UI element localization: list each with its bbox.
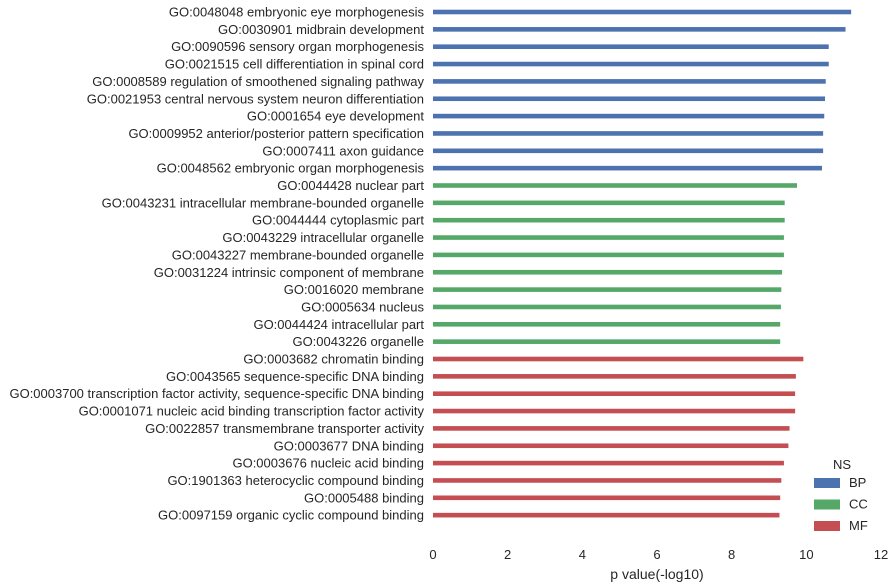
bar-mf: [433, 478, 782, 483]
bar-mf: [433, 512, 780, 518]
bar-bp: [433, 96, 825, 102]
category-label: GO:0003682 chromatin binding: [243, 352, 424, 367]
bar-bp: [433, 165, 823, 171]
category-label: GO:0043227 membrane-bounded organelle: [172, 247, 424, 262]
category-label: GO:0022857 transmembrane transporter act…: [145, 421, 424, 436]
bar-bp: [433, 131, 824, 136]
x-tick-label: 0: [429, 547, 436, 562]
bar-mf: [433, 391, 796, 396]
category-label: GO:0097159 organic cyclic compound bindi…: [158, 508, 424, 523]
category-label: GO:0043226 organelle: [292, 334, 424, 349]
x-axis-title: p value(-log10): [610, 566, 703, 582]
legend-label-mf: MF: [849, 518, 868, 533]
x-axis: 0 2 4 6 8 10 12: [429, 547, 888, 562]
bar-mf: [433, 443, 789, 449]
category-label: GO:0044428 nuclear part: [277, 178, 424, 193]
category-label: GO:0044444 cytoplasmic part: [252, 213, 424, 228]
category-label: GO:0016020 membrane: [284, 282, 424, 297]
legend-swatch-mf: [814, 521, 840, 531]
category-label: GO:0043229 intracellular organelle: [222, 230, 424, 245]
legend-swatch-bp: [814, 478, 840, 488]
bar-cc: [433, 252, 784, 258]
bar-cc: [433, 339, 781, 344]
x-tick-label: 12: [874, 547, 888, 562]
category-label: GO:0003676 nucleic acid binding: [232, 456, 424, 471]
category-label: GO:0005488 binding: [304, 490, 424, 505]
category-label: GO:0043565 sequence-specific DNA binding: [166, 369, 424, 384]
category-label: GO:0044424 intracellular part: [253, 317, 424, 332]
bar-bp: [433, 27, 846, 32]
x-tick-label: 6: [653, 547, 660, 562]
legend: NS BP CC MF: [814, 457, 868, 533]
bar-mf: [433, 495, 781, 501]
category-label: GO:0009952 anterior/posterior pattern sp…: [128, 126, 424, 141]
legend-label-cc: CC: [849, 497, 868, 512]
bar-mf: [433, 356, 804, 362]
category-label: GO:0090596 sensory organ morphogenesis: [171, 39, 424, 54]
bar-cc: [433, 304, 781, 310]
category-label: GO:0003677 DNA binding: [274, 438, 424, 453]
x-tick-label: 10: [799, 547, 813, 562]
bar-cc: [433, 217, 785, 223]
category-label: GO:0021515 cell differentiation in spina…: [165, 57, 424, 72]
bar-bp: [433, 148, 824, 154]
bar-bp: [433, 44, 829, 49]
category-label: GO:0030901 midbrain development: [218, 22, 424, 37]
bar-cc: [433, 322, 781, 327]
bar-bp: [433, 113, 825, 119]
x-tick-label: 2: [504, 547, 511, 562]
bar-cc: [433, 287, 782, 292]
bar-mf: [433, 426, 790, 431]
x-tick-label: 8: [728, 547, 735, 562]
bar-mf: [433, 374, 796, 379]
category-label: GO:0031224 intrinsic component of membra…: [154, 265, 424, 280]
bar-bp: [433, 61, 829, 67]
legend-label-bp: BP: [849, 475, 866, 490]
bar-bp: [433, 9, 852, 15]
bar-mf: [433, 408, 796, 414]
category-label: GO:0001654 eye development: [247, 109, 424, 124]
category-label: GO:0003700 transcription factor activity…: [9, 386, 424, 401]
category-label: GO:0008589 regulation of smoothened sign…: [92, 74, 424, 89]
bar-mf: [433, 460, 784, 466]
category-label: GO:0043231 intracellular membrane-bounde…: [102, 195, 424, 210]
bar-cc: [433, 235, 784, 240]
category-label: GO:0005634 nucleus: [301, 299, 424, 314]
x-tick-label: 4: [579, 547, 586, 562]
category-label: GO:0048048 embryonic eye morphogenesis: [169, 5, 425, 20]
bar-bp: [433, 79, 826, 84]
legend-swatch-cc: [814, 499, 840, 510]
bar-cc: [433, 200, 785, 206]
category-label: GO:0001071 nucleic acid binding transcri…: [79, 404, 425, 419]
bar-cc: [433, 183, 797, 188]
category-labels: GO:0048048 embryonic eye morphogenesis GO…: [9, 5, 424, 523]
category-label: GO:0048562 embryonic organ morphogenesis: [157, 161, 425, 176]
category-label: GO:1901363 heterocyclic compound binding: [167, 473, 424, 488]
category-label: GO:0021953 central nervous system neuron…: [87, 91, 424, 106]
legend-title: NS: [833, 457, 851, 472]
category-label: GO:0007411 axon guidance: [262, 143, 424, 158]
bar-cc: [433, 269, 783, 275]
bars-layer: [433, 9, 852, 518]
